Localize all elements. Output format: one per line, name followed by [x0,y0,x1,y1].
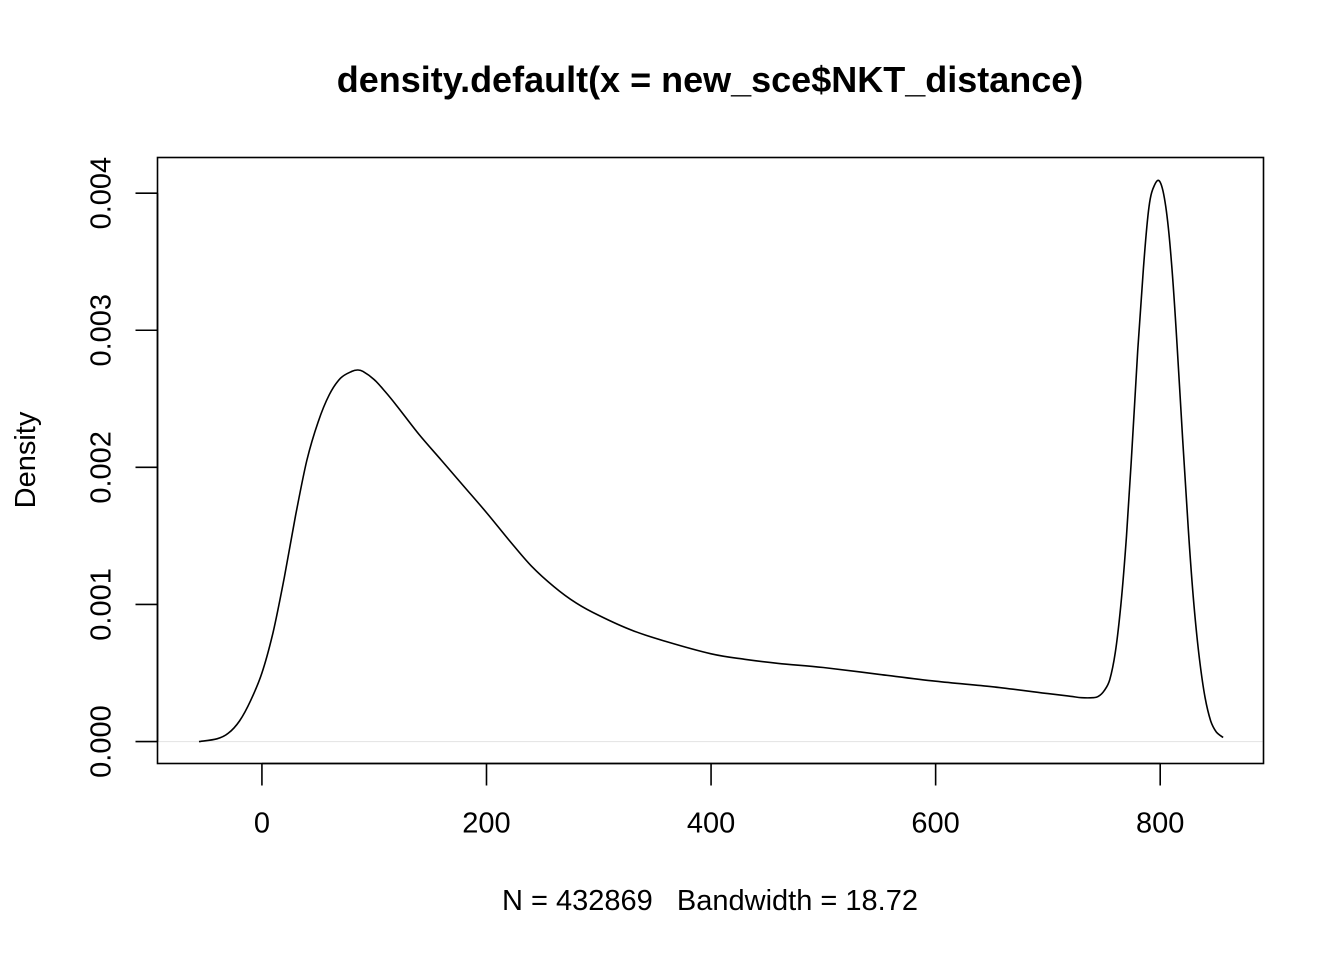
y-tick-label: 0.000 [86,705,118,778]
y-tick-label: 0.004 [86,157,118,230]
density-curve [198,179,1224,743]
x-tick-label: 800 [1136,808,1184,840]
x-tick-label: 200 [462,808,510,840]
x-tick-label: 600 [911,808,959,840]
x-axis-label: N = 432869 Bandwidth = 18.72 [502,885,918,917]
x-tick-label: 0 [254,808,270,840]
chart-title: density.default(x = new_sce$NKT_distance… [337,59,1084,100]
plot-frame [156,156,1265,765]
y-axis-label: Density [10,411,42,508]
y-axis: 0.000 0.001 0.002 0.003 0.004 [86,157,159,778]
y-tick-label: 0.002 [86,431,118,504]
y-tick-label: 0.001 [86,568,118,641]
x-tick-label: 400 [687,808,735,840]
y-tick-label: 0.003 [86,294,118,367]
x-axis: 0 200 400 600 800 [254,762,1184,840]
